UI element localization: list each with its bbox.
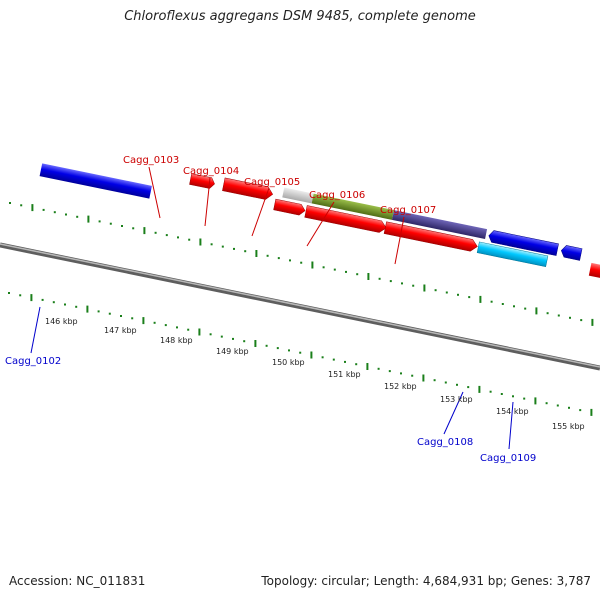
feature-cagg-0106-green[interactable] <box>311 193 395 220</box>
gene-label[interactable]: Cagg_0104 <box>183 166 239 177</box>
scale-tick-label: 146 kbp <box>45 317 78 326</box>
reverse-strand-features <box>39 163 583 268</box>
gene-cagg-0108[interactable] <box>488 230 559 256</box>
gene-cagg-0107-lower[interactable] <box>383 221 478 253</box>
lower-tick-row <box>8 292 593 416</box>
gene-label[interactable]: Cagg_0103 <box>123 155 179 166</box>
scale-labels: 146 kbp 147 kbp 148 kbp 149 kbp 150 kbp … <box>45 317 585 431</box>
feature-cagg-0105-grey[interactable] <box>282 187 314 204</box>
feature-cagg-0107-purple[interactable] <box>391 210 488 239</box>
scale-tick-label: 149 kbp <box>216 347 249 356</box>
gene-labels: Cagg_0103 Cagg_0104 Cagg_0105 Cagg_0106 … <box>5 155 536 464</box>
gene-label[interactable]: Cagg_0105 <box>244 177 300 188</box>
gene-cagg-0108-cyan[interactable] <box>476 241 549 268</box>
label-leader-lines <box>30 166 514 450</box>
gene-cagg-0104[interactable] <box>222 177 274 201</box>
gene-label[interactable]: Cagg_0102 <box>5 356 61 367</box>
gene-cagg-0103[interactable] <box>189 173 215 190</box>
gene-right-edge[interactable] <box>588 262 600 284</box>
footer-accession: Accession: NC_011831 <box>9 574 146 588</box>
gene-label[interactable]: Cagg_0108 <box>417 437 473 448</box>
gene-cagg-0109[interactable] <box>560 245 583 261</box>
genome-backbone <box>0 242 600 371</box>
gene-label[interactable]: Cagg_0107 <box>380 205 436 216</box>
footer-stats: Topology: circular; Length: 4,684,931 bp… <box>261 574 591 588</box>
scale-tick-label: 153 kbp <box>440 395 473 404</box>
scale-tick-label: 147 kbp <box>104 326 137 335</box>
scale-tick-label: 154 kbp <box>496 407 529 416</box>
scale-tick-label: 148 kbp <box>160 336 193 345</box>
upper-tick-row <box>9 202 594 326</box>
gene-cagg-0102[interactable] <box>39 163 152 199</box>
scale-tick-label: 150 kbp <box>272 358 305 367</box>
gene-cagg-0106-lower[interactable] <box>304 205 388 234</box>
forward-strand-features <box>189 173 600 284</box>
page-title: Chloroflexus aggregans DSM 9485, complet… <box>124 9 476 24</box>
gene-cagg-0105-lower[interactable] <box>273 198 307 216</box>
scale-tick-label: 151 kbp <box>328 370 361 379</box>
scale-tick-label: 155 kbp <box>552 422 585 431</box>
gene-label[interactable]: Cagg_0109 <box>480 453 536 464</box>
scale-tick-label: 152 kbp <box>384 382 417 391</box>
gene-label[interactable]: Cagg_0106 <box>309 190 365 201</box>
